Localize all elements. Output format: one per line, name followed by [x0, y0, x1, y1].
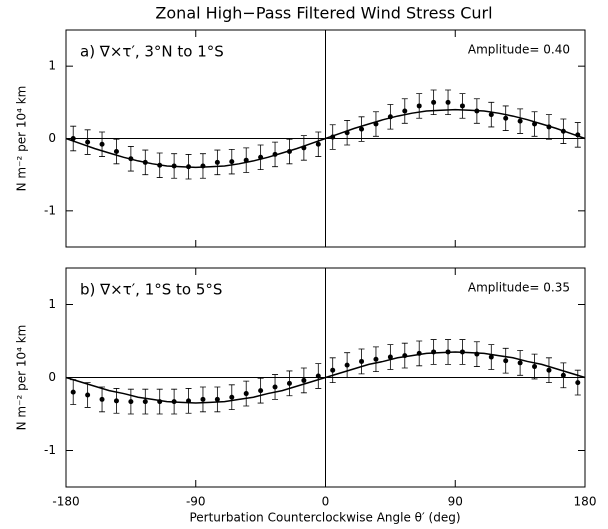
x-tick-label: 90: [448, 495, 463, 509]
data-point: [214, 396, 220, 402]
x-tick-label: -180: [52, 495, 79, 509]
annotation: Amplitude= 0.35: [468, 281, 570, 295]
data-point: [517, 360, 523, 366]
data-point: [416, 103, 422, 109]
data-point: [85, 139, 91, 145]
y-axis-label: N m⁻² per 10⁴ km: [15, 86, 29, 192]
data-point: [560, 372, 566, 378]
x-tick-label: 180: [574, 495, 597, 509]
data-point: [99, 396, 105, 402]
data-point: [70, 136, 76, 141]
data-point: [503, 358, 509, 364]
data-point: [214, 159, 220, 165]
data-point: [200, 396, 206, 402]
data-point: [546, 367, 552, 373]
panel-label: b) ∇×τ′, 1°S to 5°S: [80, 281, 222, 299]
y-tick-label: 1: [48, 59, 56, 73]
data-point: [387, 354, 393, 360]
data-point: [344, 362, 350, 368]
data-point: [113, 149, 119, 155]
data-point: [459, 103, 465, 109]
x-tick-label: 0: [322, 495, 330, 509]
y-tick-label: 1: [48, 297, 56, 311]
data-point: [128, 399, 134, 405]
fit-curve: [65, 108, 586, 169]
x-axis-label: Perturbation Counterclockwise Angle θ′ (…: [189, 511, 460, 525]
data-point: [575, 380, 581, 386]
data-point: [315, 141, 321, 147]
y-axis-label: N m⁻² per 10⁴ km: [15, 325, 29, 431]
data-point: [488, 354, 494, 360]
data-point: [431, 99, 437, 105]
data-point: [243, 391, 249, 397]
data-point: [70, 389, 76, 395]
data-point: [488, 112, 494, 118]
data-point: [113, 398, 119, 404]
x-tick-label: -90: [186, 495, 206, 509]
data-point: [229, 159, 235, 165]
panel-label: a) ∇×τ′, 3°N to 1°S: [80, 43, 224, 61]
y-tick-label: 0: [48, 131, 56, 145]
annotation: Amplitude= 0.40: [468, 43, 570, 57]
data-point: [517, 118, 523, 124]
data-point: [99, 141, 105, 147]
data-point: [402, 108, 408, 114]
data-point: [359, 126, 365, 132]
data-point: [503, 115, 509, 121]
y-tick-label: -1: [44, 443, 56, 457]
data-point: [445, 99, 451, 105]
y-tick-label: -1: [44, 203, 56, 217]
data-point: [85, 392, 91, 398]
fit-curve: [65, 351, 586, 404]
data-point: [272, 384, 278, 390]
data-point: [359, 358, 365, 364]
y-tick-label: 0: [48, 370, 56, 384]
data-point: [301, 377, 307, 383]
data-point: [330, 367, 336, 373]
data-point: [142, 399, 148, 405]
data-point: [258, 388, 264, 394]
data-point: [315, 373, 321, 379]
data-point: [286, 380, 292, 386]
chart-title: Zonal High−Pass Filtered Wind Stress Cur…: [155, 4, 492, 23]
data-point: [229, 394, 235, 400]
data-point: [373, 356, 379, 362]
data-point: [532, 364, 538, 370]
